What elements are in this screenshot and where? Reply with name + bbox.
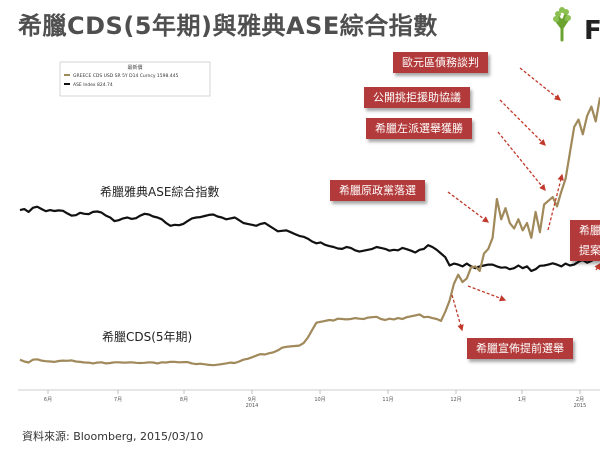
series-line-greece-cds	[19, 97, 600, 367]
x-tick-label: 12月	[450, 397, 461, 403]
annotation-proposal-cut: 提案	[570, 240, 600, 261]
x-tick-label: 10月	[314, 397, 325, 403]
annotation-early-election: 希臘宣佈提前選舉	[467, 338, 573, 359]
x-tick-label: 2015	[574, 403, 587, 409]
x-tick-label: 9月	[248, 397, 256, 403]
x-tick-label: 11月	[382, 397, 393, 403]
annotation-left-wins-election: 希臘左派選舉獲勝	[366, 118, 472, 139]
annotation-arrow	[547, 173, 564, 231]
annotation-arrow	[451, 294, 464, 332]
fundswap-logo-icon	[553, 7, 571, 42]
x-tick-label: 2月	[576, 397, 584, 403]
logo-letter: F	[584, 16, 600, 46]
annotation-refuse-bailout: 公開挑拒援助協議	[364, 87, 470, 108]
chart-title: 希臘CDS(5年期)與雅典ASE綜合指數	[18, 12, 438, 40]
series-label-cds: 希臘CDS(5年期)	[102, 330, 193, 344]
source-note: 資料來源: Bloomberg, 2015/03/10	[22, 430, 204, 443]
annotation-arrows	[447, 67, 600, 332]
legend-title: 最新價	[127, 64, 142, 71]
legend-item-ase: ASE Index 824.74	[73, 82, 113, 88]
annotation-arrow	[467, 285, 507, 302]
annotation-arrow	[499, 99, 546, 146]
series-label-ase: 希臘雅典ASE綜合指數	[100, 185, 220, 199]
annotation-arrow	[519, 67, 562, 101]
x-tick-label: 1月	[518, 397, 526, 403]
annotation-ruling-party-loses: 希臘原政黨落選	[330, 180, 425, 201]
annotation-arrow	[497, 131, 546, 192]
annotation-arrow	[594, 262, 600, 271]
annotation-arrow	[447, 191, 490, 223]
x-tick-label: 8月	[180, 397, 188, 403]
legend-item-cds: GREECE CDS USD SR 5Y D14 Curncy 1598.445	[73, 73, 179, 79]
line-chart: 最新價 GREECE CDS USD SR 5Y D14 Curncy 1598…	[18, 61, 600, 409]
x-tick-label: 7月	[114, 397, 122, 403]
legend: 最新價 GREECE CDS USD SR 5Y D14 Curncy 1598…	[59, 61, 211, 97]
annotation-eurozone-debt-talks: 歐元區債務談判	[393, 52, 488, 73]
annotation-greece-cut: 希臘	[570, 220, 600, 241]
series-line-ase-index	[19, 205, 600, 273]
x-tick-label: 6月	[44, 397, 52, 403]
x-tick-label: 2014	[246, 403, 259, 409]
